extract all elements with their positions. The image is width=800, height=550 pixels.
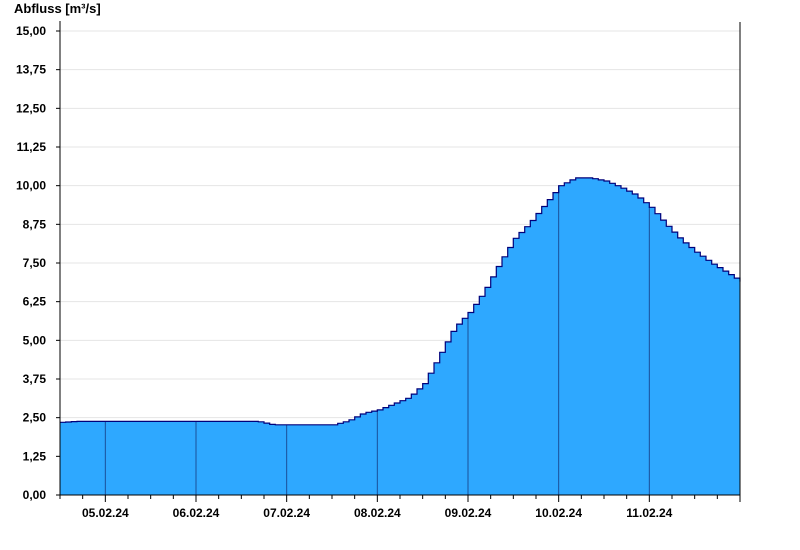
y-axis-label: Abfluss [m³/s] [14, 1, 101, 16]
y-tick-labels: 0,00 1,25 2,50 3,75 5,00 6,25 7,50 8,75 10,00 11,… [16, 24, 60, 502]
y-tick-label: 15,00 [16, 24, 46, 38]
x-tick-label: 07.02.24 [263, 506, 310, 520]
y-tick-label: 11,25 [17, 140, 47, 154]
y-tick-label: 3,75 [23, 372, 47, 386]
discharge-line [60, 177, 741, 426]
y-tick-label: 7,50 [23, 256, 47, 270]
gridlines [60, 30, 740, 457]
y-tick-label: 13,75 [16, 63, 46, 77]
x-tick-label: 11.02.24 [626, 506, 672, 520]
x-tick-label: 09.02.24 [445, 506, 492, 520]
y-tick-label: 0,00 [23, 488, 47, 502]
x-tick-labels: 05.02.24 06.02.24 07.02.24 08.02.24 09.02.24… [59, 495, 741, 520]
x-tick-label: 08.02.24 [354, 506, 401, 520]
x-tick-label: 06.02.24 [173, 506, 220, 520]
y-tick-label: 8,75 [23, 217, 47, 231]
x-tick-label: 10.02.24 [535, 506, 582, 520]
y-tick-label: 1,25 [23, 449, 47, 463]
x-tick-label: 05.02.24 [82, 506, 129, 520]
y-tick-label: 2,50 [23, 411, 47, 425]
discharge-area [60, 177, 740, 495]
y-tick-label: 6,25 [23, 295, 47, 309]
day-dividers [104, 185, 650, 495]
y-tick-label: 10,00 [16, 179, 46, 193]
y-tick-label: 5,00 [23, 333, 47, 347]
y-tick-label: 12,50 [16, 101, 46, 115]
